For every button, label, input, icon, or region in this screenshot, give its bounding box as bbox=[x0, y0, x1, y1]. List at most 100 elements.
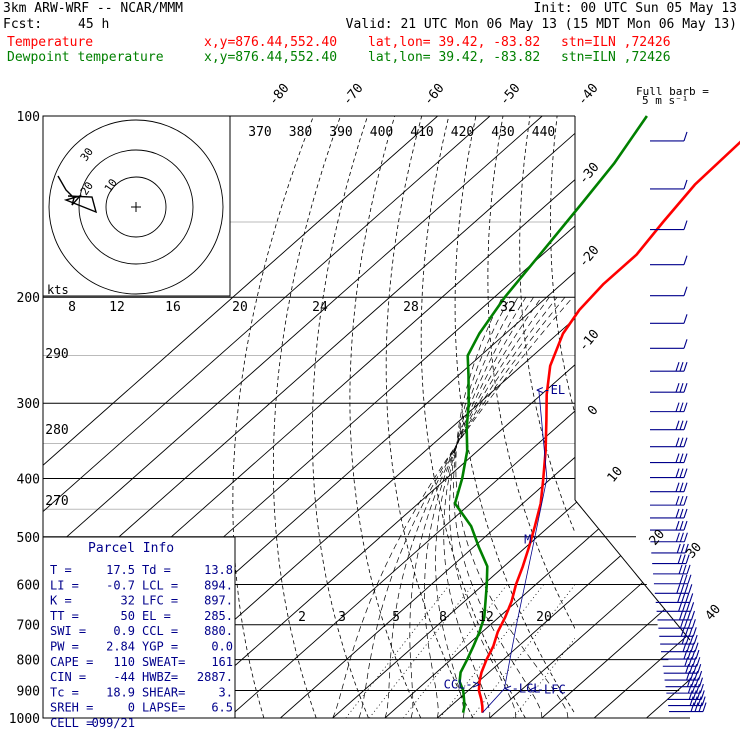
series-line-dewpoint-temperature bbox=[453, 115, 648, 713]
forecast-hour: 45 h bbox=[78, 17, 110, 32]
parcel-info-value: 0.9 bbox=[113, 624, 135, 638]
wind-barb bbox=[650, 420, 688, 431]
annotation-label: <-LCL bbox=[504, 682, 540, 696]
barb-legend-unit: 5 m s⁻¹ bbox=[642, 94, 688, 107]
dry-adiabat-line bbox=[232, 116, 314, 718]
wind-barbs: Full barb =5 m s⁻¹ bbox=[636, 85, 709, 713]
isotherm-label: -80 bbox=[266, 81, 293, 109]
dry-adiabat-line bbox=[273, 116, 341, 718]
valid-time: Valid: 21 UTC Mon 06 May 13 (15 MDT Mon … bbox=[345, 17, 737, 32]
theta-label: 290 bbox=[45, 347, 68, 362]
parcel-info-value: 50 bbox=[121, 609, 135, 623]
hodograph-trace bbox=[57, 175, 98, 214]
moist-adiabat-line bbox=[453, 297, 543, 718]
theta-e-label: 400 bbox=[370, 125, 393, 140]
isotherm-line bbox=[43, 116, 543, 718]
dry-adiabat-line bbox=[720, 116, 740, 718]
isotherm-line bbox=[43, 116, 491, 718]
dry-adiabat-line bbox=[487, 116, 575, 630]
parcel-info-value: 897. bbox=[204, 594, 233, 608]
legend-name: Temperature bbox=[7, 35, 94, 50]
parcel-info-value: 2.84 bbox=[106, 640, 135, 654]
hodograph-unit: kts bbox=[47, 283, 69, 297]
pressure-tick-label: 1000 bbox=[9, 712, 40, 727]
parcel-info-key: SWEAT= bbox=[142, 655, 185, 669]
legend-name: Dewpoint temperature bbox=[7, 50, 164, 65]
pressure-tick-label: 500 bbox=[17, 531, 40, 546]
annotation-label: M bbox=[524, 532, 531, 546]
parcel-info-key: LI = bbox=[50, 578, 79, 592]
wind-barb bbox=[662, 657, 701, 667]
parcel-info-key: HWBZ= bbox=[142, 670, 178, 684]
speed-scale-label: 20 bbox=[232, 300, 248, 315]
wind-barb bbox=[650, 220, 688, 231]
isotherm-label: -60 bbox=[421, 81, 448, 109]
parcel-info-key: LFC = bbox=[142, 594, 178, 608]
dry-adiabat-group bbox=[232, 116, 740, 718]
parcel-info-key: T = bbox=[50, 563, 72, 577]
moist-adiabat-line bbox=[435, 297, 534, 718]
parcel-info-title: Parcel Info bbox=[88, 541, 174, 556]
moist-adiabat-line bbox=[449, 297, 519, 718]
pressure-tick-label: 300 bbox=[17, 397, 40, 412]
isotherm-label: 0 bbox=[585, 403, 602, 419]
wind-barb bbox=[650, 131, 688, 142]
parcel-info-key: PW = bbox=[50, 640, 79, 654]
parcel-info-key: EL = bbox=[142, 609, 171, 623]
dry-adiabat-line bbox=[454, 116, 575, 715]
theta-label: 270 bbox=[45, 494, 68, 509]
wind-barb bbox=[650, 179, 688, 190]
theta-e-label: 380 bbox=[289, 125, 312, 140]
wind-barb bbox=[650, 437, 688, 448]
parcel-info-value: 894. bbox=[204, 578, 233, 592]
isotherm-label: -40 bbox=[575, 81, 602, 109]
temperature-xy: x,y=876.44,552.40 bbox=[204, 35, 338, 50]
isotherm-line bbox=[384, 116, 690, 718]
temperature-latlon: lat,lon= 39.42, -83.82 bbox=[368, 35, 541, 50]
theta-label: 280 bbox=[45, 423, 68, 438]
parcel-info-key: SHEAR= bbox=[142, 685, 185, 699]
parcel-info-value: 2887. bbox=[197, 670, 233, 684]
mixing-ratio-label: 2 bbox=[298, 610, 306, 625]
wind-barb bbox=[666, 683, 704, 694]
moist-adiabat-line bbox=[358, 296, 566, 718]
parcel-info-panel: Parcel Info T = 17.5 Td = 13.8 LI = -0.7 LCL = 8… bbox=[42, 536, 236, 730]
wind-barb bbox=[655, 593, 694, 604]
hodograph-ring bbox=[48, 119, 224, 295]
dewpoint-stn: stn=ILN ,72426 bbox=[561, 50, 671, 65]
mixing-ratio-line bbox=[345, 584, 450, 718]
isotherm-label: -70 bbox=[340, 81, 367, 109]
isotherm-line bbox=[175, 116, 690, 718]
dry-adiabat-line bbox=[312, 116, 369, 718]
mixing-ratio-label: 8 bbox=[439, 610, 447, 625]
temperature-stn: stn=ILN ,72426 bbox=[561, 35, 671, 50]
parcel-info-key: YGP = bbox=[142, 640, 178, 654]
wind-barb bbox=[650, 362, 688, 372]
dry-adiabat-line bbox=[692, 116, 740, 718]
wind-barb bbox=[659, 627, 697, 637]
parcel-path-line bbox=[482, 389, 548, 713]
theta-e-label: 440 bbox=[532, 125, 555, 140]
moist-adiabat-line bbox=[332, 296, 574, 718]
isotherm-line bbox=[541, 116, 690, 718]
parcel-info-value: 3. bbox=[219, 685, 233, 699]
wind-barb bbox=[653, 574, 692, 585]
mixing-ratio-label: 3 bbox=[338, 610, 346, 625]
mixing-ratio-line bbox=[402, 584, 508, 718]
pressure-tick-label: 600 bbox=[17, 578, 40, 593]
mixing-ratio-line bbox=[368, 584, 474, 718]
hodograph-ring bbox=[78, 149, 194, 265]
hodograph: 30 20 10 kts bbox=[42, 115, 231, 297]
parcel-info-frame bbox=[42, 536, 236, 719]
isotherm-line bbox=[43, 116, 595, 718]
mixing-ratio-label: 20 bbox=[536, 610, 552, 625]
wind-barb bbox=[650, 339, 688, 349]
mixing-ratio-line bbox=[512, 637, 575, 718]
temperature-legend: Temperature bbox=[7, 35, 93, 50]
wind-barb bbox=[663, 664, 702, 674]
parcel-info-key: Td = bbox=[142, 563, 171, 577]
isotherm-line bbox=[227, 116, 690, 718]
parcel-info-key: CELL = bbox=[50, 716, 93, 730]
moist-adiabat-line bbox=[409, 296, 550, 718]
